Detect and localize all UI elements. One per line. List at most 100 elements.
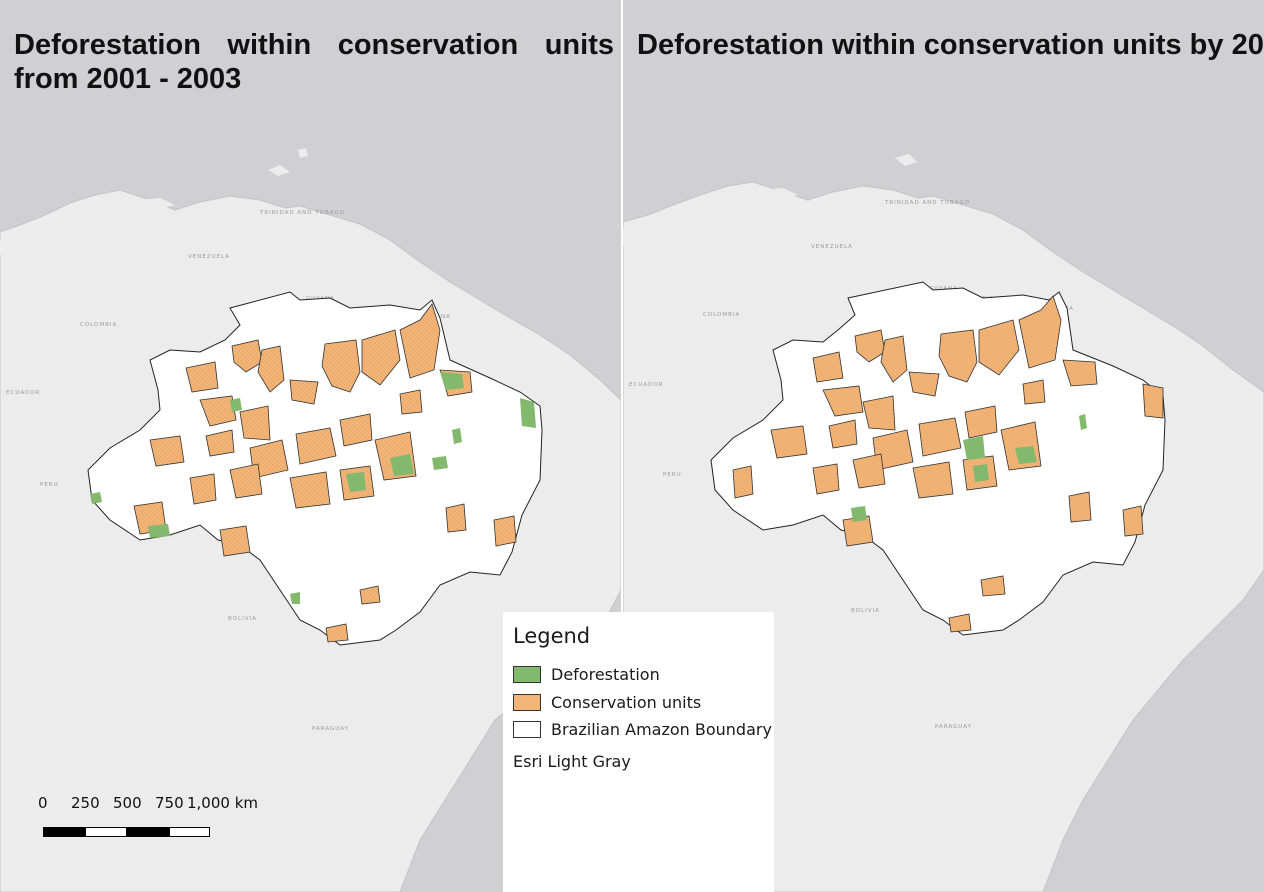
conservation-unit [399, 303, 441, 379]
conservation-unit [321, 339, 361, 393]
conservation-unit [239, 405, 271, 441]
conservation-unit [862, 395, 896, 431]
deforestation-patch [290, 592, 300, 604]
map-canvas-left: VENEZUELA COLOMBIA GUYANA SURINAME FRENC… [0, 0, 621, 892]
legend-item-deforestation: Deforestation [513, 664, 660, 684]
scale-tick-label: 0 [38, 794, 48, 812]
map-panel-2001-2003: VENEZUELA COLOMBIA GUYANA SURINAME FRENC… [0, 0, 621, 892]
scale-segment [169, 827, 210, 837]
conservation-unit [880, 335, 908, 383]
conservation-unit [445, 503, 467, 533]
conservation-unit [770, 425, 808, 459]
caribbean-island [298, 148, 308, 158]
scale-bar: 0 250 500 750 1,000 km [36, 793, 276, 843]
map-title-2013-2015: Deforestation within conservation units … [637, 29, 1264, 61]
conservation-unit [189, 473, 217, 505]
conservation-unit [231, 339, 263, 373]
country-label-trinidad: TRINIDAD AND TOBAGO [884, 200, 970, 206]
conservation-unit [978, 319, 1020, 376]
conservation-unit [938, 329, 978, 383]
country-label-peru: PERU [40, 482, 59, 488]
caribbean-island [0, 232, 30, 255]
country-label-colombia: COLOMBIA [703, 312, 740, 318]
conservation-unit [980, 575, 1006, 597]
conservation-unit [149, 435, 185, 467]
scale-tick-label: 750 [155, 794, 184, 812]
country-label-venezuela: VENEZUELA [188, 254, 230, 260]
conservation-unit [1022, 379, 1046, 405]
deforestation-patch [148, 524, 170, 538]
conservation-unit [493, 515, 517, 547]
deforestation-patch [973, 464, 989, 482]
country-label-bolivia: BOLIVIA [851, 608, 880, 614]
conservation-unit [964, 405, 998, 439]
legend-label: Brazilian Amazon Boundary [551, 719, 772, 739]
country-label-venezuela: VENEZUELA [811, 244, 853, 250]
conservation-unit [205, 429, 235, 457]
deforestation-patch [452, 428, 462, 444]
conservation-unit [199, 395, 237, 427]
basemap-label: Esri Light Gray [513, 752, 631, 771]
conservation-unit [219, 525, 251, 557]
conservation-unit [229, 463, 263, 499]
conservation-units-layer [732, 295, 1164, 633]
map-title-2001-2003: Deforestation within conservation units … [14, 29, 614, 95]
conservation-unit [908, 371, 940, 397]
conservation-units-swatch [513, 693, 541, 711]
country-label-trinidad: TRINIDAD AND TOBAGO [259, 210, 345, 216]
deforestation-patch [1079, 414, 1087, 430]
deforestation-patch [432, 456, 448, 470]
conservation-unit [948, 613, 972, 633]
conservation-unit [289, 471, 331, 509]
caribbean-island [120, 198, 175, 212]
conservation-unit [325, 623, 349, 643]
legend-title: Legend [513, 624, 591, 648]
panel-separator [621, 0, 623, 892]
conservation-unit [359, 585, 381, 605]
conservation-units-layer [133, 303, 517, 643]
deforestation-layer [90, 372, 536, 604]
country-label-bolivia: BOLIVIA [228, 616, 257, 622]
conservation-unit [822, 385, 864, 417]
conservation-unit [812, 463, 840, 495]
conservation-unit [918, 417, 962, 457]
conservation-unit [339, 413, 373, 447]
deforestation-patch [1015, 446, 1037, 464]
legend-label: Deforestation [551, 664, 660, 684]
deforestation-patch [230, 398, 242, 412]
country-label-paraguay: PARAGUAY [312, 726, 349, 732]
conservation-unit [1018, 295, 1062, 369]
legend-item-conservation-units: Conservation units [513, 692, 701, 712]
conservation-unit [399, 389, 423, 415]
legend-panel: Legend Deforestation Conservation units … [503, 612, 774, 892]
conservation-unit [1062, 359, 1098, 387]
conservation-unit [854, 329, 886, 363]
deforestation-patch [346, 472, 366, 492]
scale-tick-label: 250 [71, 794, 100, 812]
caribbean-island [268, 165, 290, 176]
deforestation-patch [440, 372, 464, 390]
caribbean-island [895, 154, 917, 166]
conservation-unit [912, 461, 954, 499]
conservation-unit [732, 465, 754, 499]
country-label-colombia: COLOMBIA [80, 322, 117, 328]
conservation-unit [257, 345, 285, 393]
deforestation-swatch [513, 665, 541, 683]
country-label-ecuador: ECUADOR [6, 390, 41, 396]
caribbean-island [623, 224, 647, 246]
amazon-boundary-swatch [513, 720, 541, 738]
deforestation-layer [851, 414, 1087, 522]
legend-label: Conservation units [551, 692, 702, 712]
conservation-unit [289, 379, 319, 405]
conservation-unit [1142, 383, 1164, 419]
conservation-unit [852, 453, 886, 489]
scale-segment [85, 827, 127, 837]
country-label-peru: PERU [663, 472, 682, 478]
legend-item-amazon-boundary: Brazilian Amazon Boundary [513, 719, 772, 739]
conservation-unit [185, 361, 219, 393]
conservation-unit [812, 351, 844, 383]
conservation-unit [361, 329, 401, 386]
deforestation-patch [963, 436, 985, 460]
caribbean-island [743, 188, 798, 202]
scale-segment [43, 827, 85, 837]
